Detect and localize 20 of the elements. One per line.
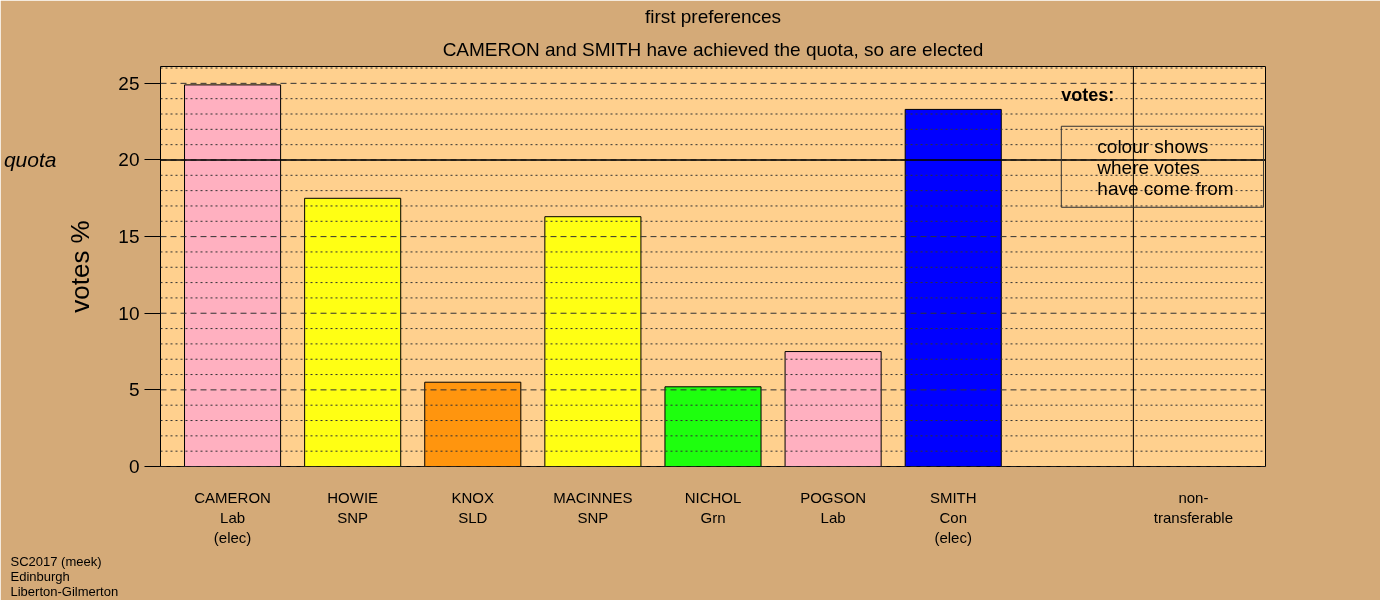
y-tick-label: 20 bbox=[118, 149, 140, 171]
x-tick-label: KNOX SLD bbox=[451, 488, 495, 526]
y-axis-title: votes % bbox=[65, 220, 96, 313]
ref-line-label: quota bbox=[3, 148, 57, 172]
x-tick-label: POGSON Lab bbox=[800, 488, 867, 526]
x-tick-label: CAMERON Lab (elec) bbox=[194, 488, 271, 547]
y-tick-label: 25 bbox=[118, 72, 140, 94]
x-tick-label: MACINNES SNP bbox=[553, 488, 633, 526]
chart-subtitle: CAMERON and SMITH have achieved the quota, so are elected bbox=[442, 38, 984, 60]
x-tick-label: SMITH Con (elec) bbox=[929, 488, 977, 547]
y-tick-label: 15 bbox=[118, 226, 140, 248]
text: SC2017 (meek) Edinburgh Liberton-Gilmerton bbox=[10, 553, 119, 599]
annotation: votes: bbox=[1061, 84, 1115, 105]
x-tick-label: HOWIE SNP bbox=[327, 488, 379, 526]
y-tick-label: 10 bbox=[118, 302, 140, 324]
chart-title: first preferences bbox=[644, 5, 782, 27]
y-tick-label: 5 bbox=[128, 379, 140, 401]
y-tick-label: 0 bbox=[128, 456, 140, 477]
x-tick-label: NICHOL Grn bbox=[684, 488, 742, 526]
x-tick-label: non- transferable bbox=[1153, 488, 1234, 526]
